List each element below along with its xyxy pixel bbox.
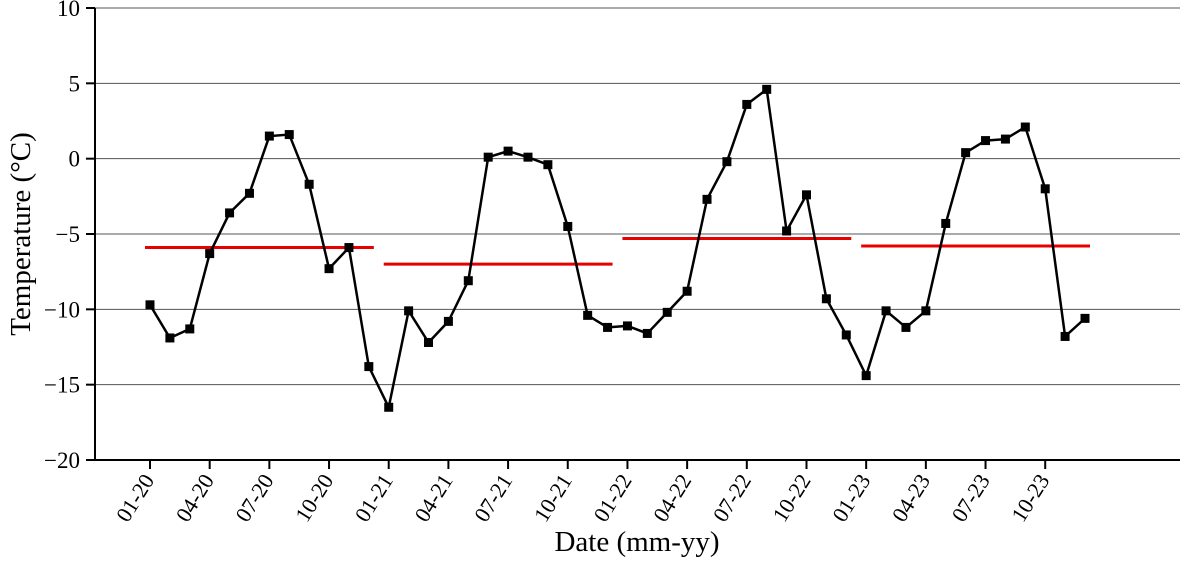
- x-tick-label: 10-22: [767, 469, 815, 526]
- x-tick-label: 10-21: [529, 469, 577, 526]
- x-tick-label: 01-22: [588, 469, 636, 526]
- x-tick-label: 07-23: [946, 469, 994, 526]
- x-tick-label: 10-23: [1006, 469, 1054, 526]
- data-point-marker: [225, 208, 235, 218]
- temperature-series-line: [148, 88, 1086, 409]
- data-point-marker: [523, 152, 533, 162]
- data-point-marker: [244, 188, 254, 198]
- data-point-marker: [205, 249, 215, 259]
- data-point-marker: [543, 160, 553, 170]
- y-tick-label: 0: [69, 147, 81, 172]
- data-point-marker: [344, 243, 354, 253]
- data-point-marker: [642, 328, 652, 338]
- data-point-marker: [921, 306, 931, 316]
- data-point-marker: [841, 330, 851, 340]
- x-tick-label: 07-22: [708, 469, 756, 526]
- data-point-marker: [981, 136, 991, 146]
- x-axis-label: Date (mm-yy): [554, 526, 719, 558]
- data-point-marker: [145, 300, 155, 310]
- data-point-marker: [722, 157, 732, 167]
- x-tick-label: 04-22: [648, 469, 696, 526]
- y-axis-label: Temperature (°C): [5, 132, 37, 336]
- data-point-marker: [284, 130, 294, 140]
- data-point-marker: [1020, 122, 1030, 132]
- y-tick-label: −10: [44, 297, 80, 322]
- data-point-marker: [1040, 184, 1050, 194]
- data-point-marker: [1000, 134, 1010, 144]
- data-point-marker: [662, 307, 672, 317]
- y-tick-label: −15: [44, 373, 80, 398]
- data-point-marker: [821, 294, 831, 304]
- data-point-marker: [782, 226, 792, 236]
- x-tick-label: 01-23: [827, 469, 875, 526]
- y-tick-label: 5: [69, 71, 81, 96]
- data-point-marker: [901, 322, 911, 332]
- y-tick-label: −20: [44, 448, 80, 473]
- x-tick-label: 01-21: [350, 469, 398, 526]
- data-point-marker: [583, 310, 593, 320]
- data-point-marker: [404, 306, 414, 316]
- data-point-marker: [185, 324, 195, 334]
- data-point-marker: [304, 179, 314, 189]
- data-point-marker: [364, 362, 374, 372]
- data-point-marker: [563, 221, 573, 231]
- data-point-marker: [801, 190, 811, 200]
- y-tick-label: 10: [57, 0, 80, 21]
- data-point-marker: [483, 152, 493, 162]
- data-point-marker: [264, 131, 274, 141]
- x-tick-label: 07-20: [230, 469, 278, 526]
- data-point-marker: [503, 146, 513, 156]
- data-point-marker: [165, 333, 175, 343]
- x-tick-label: 04-20: [171, 469, 219, 526]
- data-point-marker: [961, 148, 971, 158]
- data-point-marker: [941, 218, 951, 228]
- data-point-marker: [702, 194, 712, 204]
- data-point-marker: [682, 286, 692, 296]
- data-point-marker: [762, 84, 772, 94]
- data-point-marker: [742, 99, 752, 109]
- data-point-marker: [463, 276, 473, 286]
- x-tick-label: 01-20: [111, 469, 159, 526]
- data-point-marker: [622, 321, 632, 331]
- x-tick-label: 04-23: [887, 469, 935, 526]
- chart-layers: −20 −15 −10 −5 0 5 10 01-20 04-20 07-20 10-20 01-21…: [44, 0, 1180, 526]
- data-point-marker: [861, 371, 871, 381]
- x-tick-label: 04-21: [409, 469, 457, 526]
- x-tick-label: 07-21: [469, 469, 517, 526]
- data-point-marker: [324, 264, 334, 274]
- data-point-marker: [443, 316, 453, 326]
- data-point-marker: [881, 306, 891, 316]
- y-tick-label: −5: [56, 222, 80, 247]
- data-point-marker: [603, 322, 613, 332]
- data-point-marker: [384, 402, 394, 412]
- data-point-marker: [1060, 331, 1070, 341]
- data-point-marker: [424, 337, 434, 347]
- x-tick-label: 10-20: [290, 469, 338, 526]
- data-point-marker: [1080, 313, 1090, 323]
